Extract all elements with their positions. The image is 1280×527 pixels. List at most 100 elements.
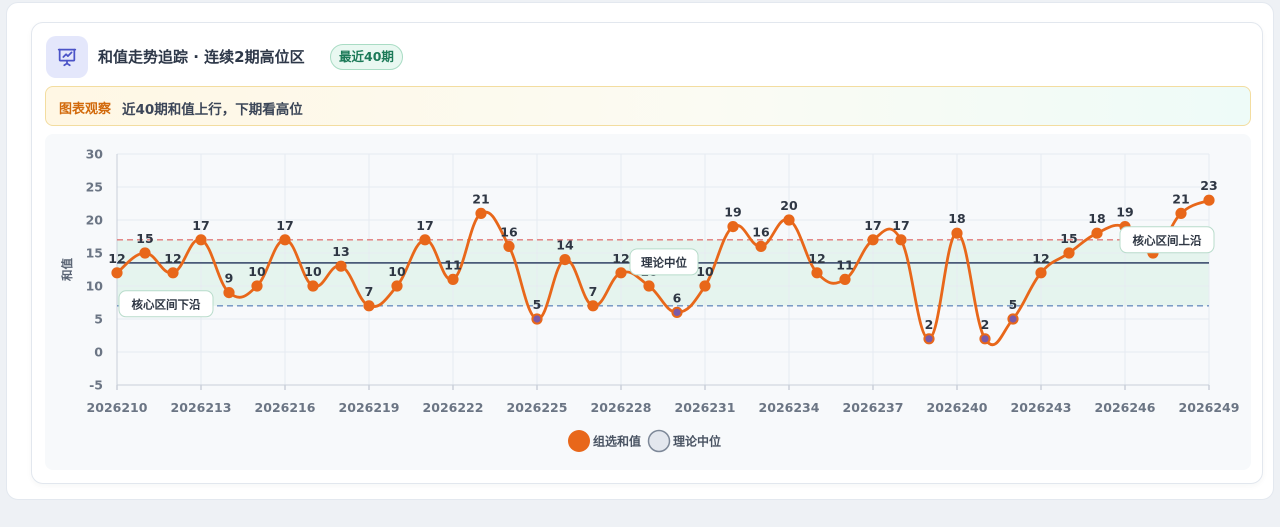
data-label: 18 xyxy=(948,211,965,226)
y-tick-label: 25 xyxy=(86,180,103,195)
data-label: 17 xyxy=(892,218,909,233)
y-axis-label: 和值 xyxy=(60,258,74,281)
data-point xyxy=(951,227,963,239)
data-point xyxy=(419,234,431,246)
data-point xyxy=(223,287,235,299)
data-label: 17 xyxy=(192,218,209,233)
data-label: 5 xyxy=(533,297,542,312)
chart-title: 和值走势追踪 · 连续2期高位区 xyxy=(98,48,305,66)
median-annotation-box xyxy=(629,248,699,276)
observation-tag: 图表观察 xyxy=(59,102,112,117)
data-label: 19 xyxy=(724,205,741,220)
data-label: 11 xyxy=(836,257,853,272)
legend-median-swatch xyxy=(647,429,671,453)
x-tick-label: 2026249 xyxy=(1179,400,1240,415)
data-point xyxy=(307,280,319,292)
data-point xyxy=(391,280,403,292)
data-point xyxy=(559,254,571,266)
data-label: 9 xyxy=(225,271,234,286)
y-tick-label: 10 xyxy=(86,279,104,294)
observation-text: 近40期和值上行，下期看高位 xyxy=(122,102,303,118)
data-point xyxy=(643,280,655,292)
data-point xyxy=(671,306,683,318)
x-tick-label: 2026240 xyxy=(927,400,988,415)
data-label: 12 xyxy=(164,251,181,266)
data-point xyxy=(727,221,739,233)
data-label: 12 xyxy=(808,251,825,266)
chart-area: -5 0 5 10 15 20 25 30 2026210 2026213 2026216 20262… xyxy=(45,134,1251,470)
data-point xyxy=(503,240,515,253)
x-tick-label: 2026210 xyxy=(87,400,148,415)
data-label: 10 xyxy=(304,264,322,279)
data-label: 7 xyxy=(365,284,374,299)
data-point xyxy=(335,260,347,272)
data-point xyxy=(195,234,207,246)
data-label: 10 xyxy=(248,264,266,279)
median-annotation: 理论中位 xyxy=(641,255,687,269)
data-point xyxy=(1203,194,1215,206)
data-label: 12 xyxy=(108,251,125,266)
legend-series-swatch xyxy=(568,430,590,452)
data-point xyxy=(895,234,907,246)
observation-banner: 图表观察 近40期和值上行，下期看高位 xyxy=(45,86,1251,126)
presentation-chart-icon xyxy=(46,36,88,78)
data-label: 12 xyxy=(1032,251,1049,266)
data-label: 17 xyxy=(864,218,881,233)
y-tick-label: 0 xyxy=(94,345,103,360)
data-label: 16 xyxy=(500,224,518,239)
data-label: 14 xyxy=(556,238,574,253)
data-point xyxy=(699,280,711,292)
data-label: 16 xyxy=(752,224,770,239)
data-point xyxy=(531,313,543,325)
data-point xyxy=(1091,227,1103,239)
data-point xyxy=(615,267,627,279)
y-tick-label: 5 xyxy=(94,312,103,327)
legend-median-label: 理论中位 xyxy=(673,434,721,449)
data-label: 15 xyxy=(136,231,153,246)
data-point xyxy=(1175,207,1187,220)
y-tick-label: 15 xyxy=(86,246,103,261)
data-label: 10 xyxy=(696,264,714,279)
data-point xyxy=(587,300,599,312)
data-label: 17 xyxy=(416,218,433,233)
data-label: 21 xyxy=(1172,191,1189,206)
data-label: 17 xyxy=(276,218,293,233)
y-tick-label: 30 xyxy=(86,147,104,162)
data-point xyxy=(979,333,991,345)
data-point xyxy=(1035,267,1047,279)
data-label: 20 xyxy=(780,198,798,213)
data-label: 7 xyxy=(589,284,598,299)
data-point xyxy=(783,214,795,226)
data-point xyxy=(279,234,291,246)
x-tick-label: 2026219 xyxy=(339,400,400,415)
data-label: 2 xyxy=(925,317,934,332)
data-point xyxy=(755,240,767,253)
band-lower-annotation-box xyxy=(118,290,214,318)
x-tick-label: 2026213 xyxy=(171,400,232,415)
x-tick-label: 2026243 xyxy=(1011,400,1072,415)
data-point xyxy=(867,234,879,246)
legend-series-label: 组选和值 xyxy=(593,434,641,449)
data-point xyxy=(363,300,375,312)
data-point xyxy=(811,267,823,279)
data-point xyxy=(251,280,263,292)
x-tick-label: 2026225 xyxy=(507,400,568,415)
data-label: 10 xyxy=(388,264,406,279)
data-label: 2 xyxy=(981,317,990,332)
y-tick-label: 20 xyxy=(86,213,104,228)
page-frame: 和值走势追踪 · 连续2期高位区 最近40期 图表观察 近40期和值上行，下期看… xyxy=(6,2,1274,500)
data-point xyxy=(447,273,459,285)
data-point xyxy=(1007,313,1019,325)
band-upper-annotation: 核心区间上沿 xyxy=(1133,233,1202,247)
data-label: 6 xyxy=(673,290,682,305)
x-tick-label: 2026228 xyxy=(591,400,652,415)
y-tick-label: -5 xyxy=(89,378,103,393)
data-point xyxy=(1063,247,1075,259)
chart-card: 和值走势追踪 · 连续2期高位区 最近40期 图表观察 近40期和值上行，下期看… xyxy=(31,22,1263,484)
x-tick-label: 2026216 xyxy=(255,400,316,415)
band-upper-annotation-box xyxy=(1119,226,1215,254)
data-point xyxy=(475,207,487,220)
period-badge: 最近40期 xyxy=(330,44,403,70)
data-point xyxy=(111,267,123,279)
